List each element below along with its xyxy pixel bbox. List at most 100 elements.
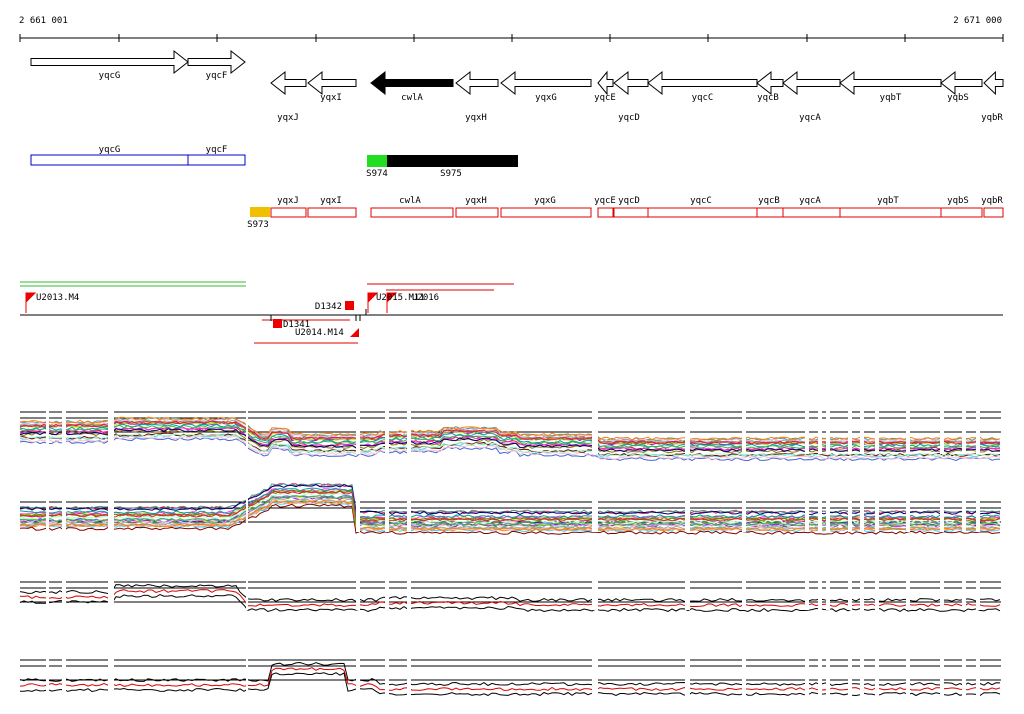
gene-arrow-yqcD[interactable] xyxy=(613,70,649,96)
track-gap xyxy=(407,650,411,696)
red-box-yqxG[interactable] xyxy=(500,207,592,218)
profile-line xyxy=(19,416,1001,441)
track-gap xyxy=(356,492,360,532)
gene-arrow-yqxH[interactable] xyxy=(455,70,499,96)
gene-label-yqxG: yqxG xyxy=(535,93,557,103)
profile-track xyxy=(19,572,1001,613)
profile-line xyxy=(19,420,1001,445)
gene-arrow-yqcA[interactable] xyxy=(782,70,841,96)
red-box-yqbS[interactable] xyxy=(940,207,983,218)
red-box-yqcE[interactable] xyxy=(597,207,614,218)
track-gap xyxy=(356,572,360,610)
profile-line xyxy=(19,428,1001,453)
gene-label-yqbS: yqbS xyxy=(947,93,969,103)
track-gap xyxy=(62,402,66,454)
track-gap xyxy=(962,492,966,532)
feature-block[interactable] xyxy=(273,319,282,328)
red-box-label-yqxH: yqxH xyxy=(465,196,487,206)
track-gap xyxy=(108,650,114,696)
blue-annotation-track: yqcG yqcF xyxy=(30,145,246,166)
track-gap xyxy=(940,572,944,610)
segment-label-S974: S974 xyxy=(366,169,388,179)
red-box-yqxI[interactable] xyxy=(307,207,357,218)
track-gap xyxy=(108,572,114,610)
track-gap xyxy=(860,402,864,454)
track-gap xyxy=(805,572,809,610)
red-box-yqcD[interactable] xyxy=(613,207,649,218)
gene-arrow-yqcB[interactable] xyxy=(756,70,784,96)
track-gap xyxy=(940,650,944,696)
segment-S975[interactable] xyxy=(387,155,518,167)
red-box-label-yqcE: yqcE xyxy=(594,196,616,206)
gene-arrow-yqbT[interactable] xyxy=(839,70,942,96)
track-gap xyxy=(860,492,864,532)
profile-line xyxy=(19,437,1000,462)
feature-label-D1341: D1341 xyxy=(283,320,310,330)
gene-label-yqcG: yqcG xyxy=(99,71,121,81)
gene-arrow-yqcE[interactable] xyxy=(597,70,614,96)
profile-track xyxy=(19,402,1001,462)
blue-box-yqcG[interactable] xyxy=(30,154,189,166)
red-box-yqxJ[interactable] xyxy=(270,207,307,218)
gene-arrow-yqxG[interactable] xyxy=(500,70,592,96)
feature-block[interactable] xyxy=(345,301,354,310)
gene-arrow-yqxJ[interactable] xyxy=(270,70,307,96)
track-gap xyxy=(407,492,411,532)
gene-arrow-yqbR[interactable] xyxy=(983,70,1004,96)
track-gap xyxy=(246,572,248,610)
profile-line xyxy=(19,589,1001,608)
red-box-yqbT[interactable] xyxy=(839,207,942,218)
feature-flag[interactable] xyxy=(25,292,37,313)
gene-label-cwlA: cwlA xyxy=(401,93,423,103)
track-gap xyxy=(108,492,114,532)
ruler-end-label: 2 671 000 xyxy=(953,16,1002,26)
profile-line xyxy=(19,435,1001,460)
profile-line xyxy=(19,593,1001,613)
track-gap xyxy=(108,402,114,454)
gene-label-yqcC: yqcC xyxy=(692,93,714,103)
gene-arrow-cwlA[interactable] xyxy=(370,70,454,96)
red-box-label-yqxG: yqxG xyxy=(534,196,556,206)
track-gap xyxy=(826,402,830,454)
red-box-label-cwlA: cwlA xyxy=(399,196,421,206)
track-gap xyxy=(875,492,879,532)
segment-track: S974 S975 S973 xyxy=(247,155,518,230)
track-gap xyxy=(742,492,746,532)
gene-arrow-yqcC[interactable] xyxy=(647,70,758,96)
feature-flag[interactable] xyxy=(350,328,359,337)
red-box-yqcA[interactable] xyxy=(782,207,841,218)
gene-arrow-yqxI[interactable] xyxy=(307,70,357,96)
profile-line xyxy=(19,495,1001,527)
segment-S974[interactable] xyxy=(367,155,387,167)
track-gap xyxy=(826,492,830,532)
blue-box-yqcF[interactable] xyxy=(187,154,246,166)
track-gap xyxy=(805,492,809,532)
track-gap xyxy=(592,492,598,532)
gene-label-yqbR: yqbR xyxy=(981,113,1003,123)
profile-line xyxy=(19,488,1001,520)
track-gap xyxy=(940,492,944,532)
gene-label-yqcF: yqcF xyxy=(206,71,228,81)
red-annotation-track: yqxJ yqxI cwlA yqxH yqxG yqcE yqcD yqcC yqcB yqcA… xyxy=(270,196,1004,218)
red-box-yqcB[interactable] xyxy=(756,207,784,218)
track-gap xyxy=(62,492,66,532)
gene-arrow-yqcG[interactable] xyxy=(30,49,189,75)
segment-S973[interactable] xyxy=(250,207,270,217)
track-gap xyxy=(962,402,966,454)
red-box-yqbR[interactable] xyxy=(983,207,1004,218)
track-gap xyxy=(246,492,248,532)
track-gap xyxy=(592,572,598,610)
segment-label-S975: S975 xyxy=(440,169,462,179)
red-box-cwlA[interactable] xyxy=(370,207,454,218)
track-gap xyxy=(685,402,690,454)
red-box-yqxH[interactable] xyxy=(455,207,499,218)
feature-flag[interactable] xyxy=(386,292,398,313)
gene-arrow-yqcF[interactable] xyxy=(187,49,246,75)
profile-line xyxy=(19,429,1001,454)
red-box-yqcC[interactable] xyxy=(647,207,758,218)
profile-line xyxy=(19,503,1001,535)
feature-flag[interactable] xyxy=(367,292,379,313)
gene-arrow-yqbS[interactable] xyxy=(940,70,983,96)
track-gap xyxy=(940,402,944,454)
